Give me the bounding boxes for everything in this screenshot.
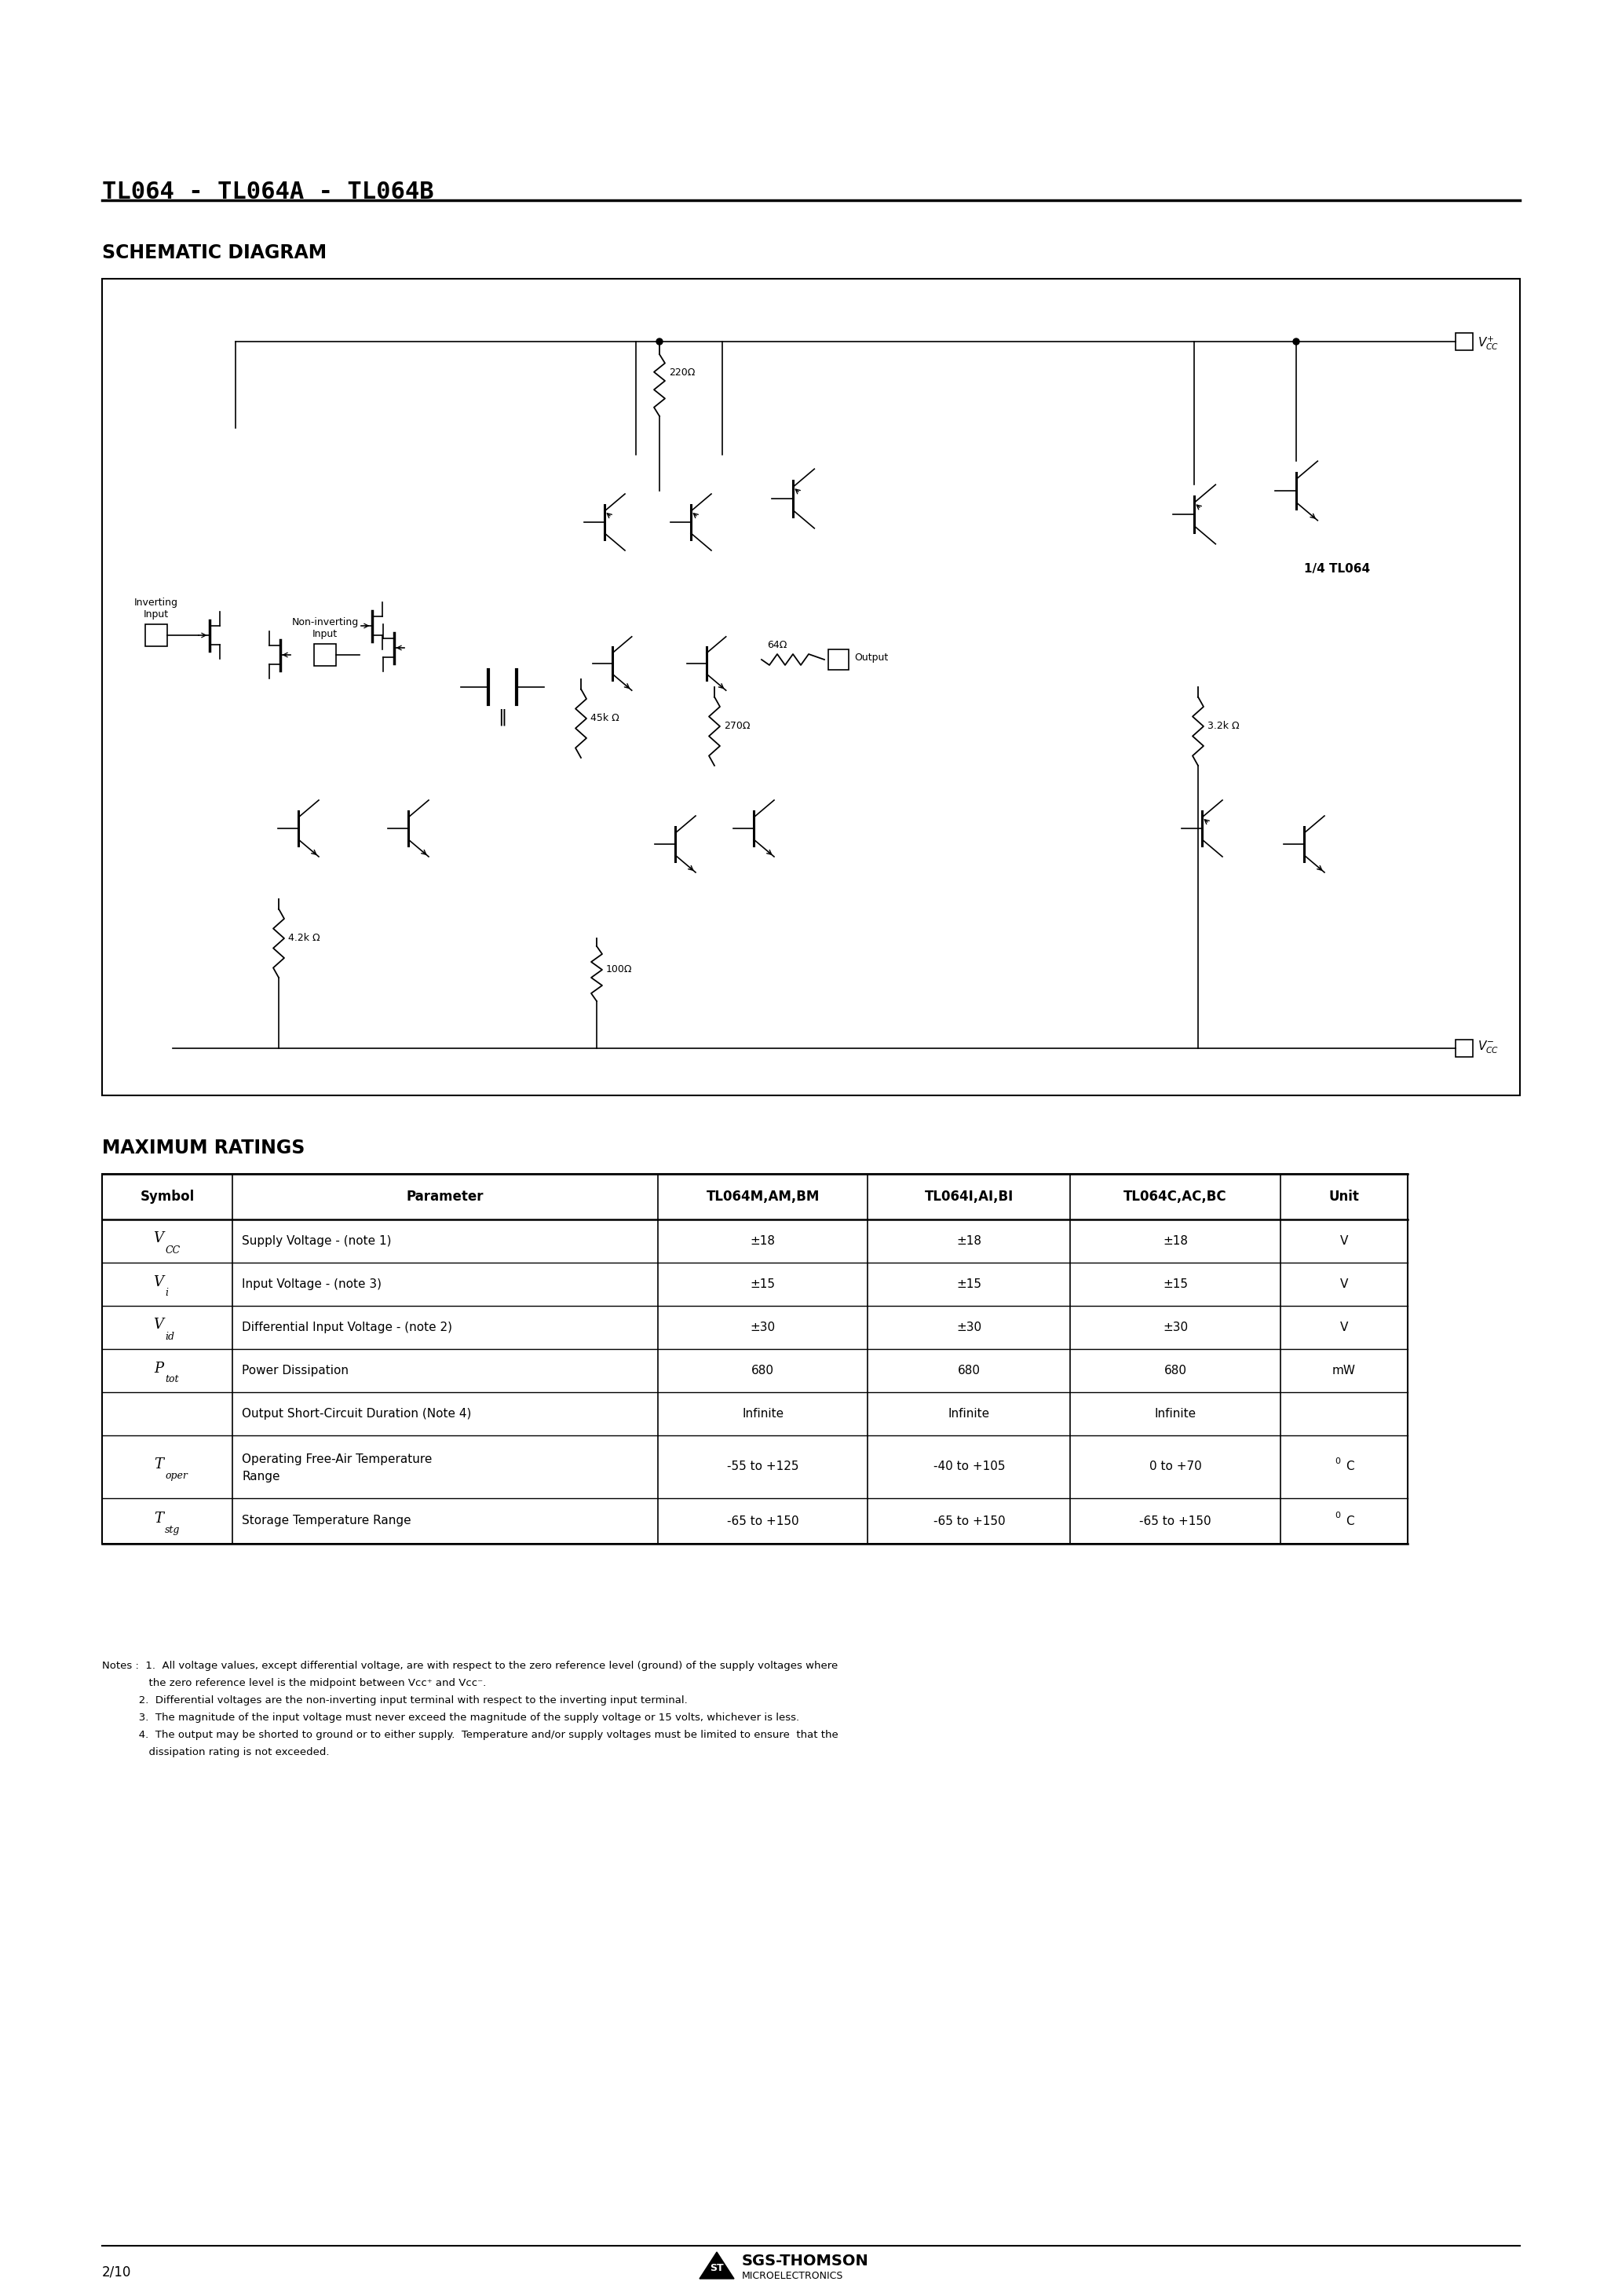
Text: i: i <box>165 1288 169 1297</box>
Text: Inverting
Input: Inverting Input <box>135 597 178 620</box>
Text: the zero reference level is the midpoint between Vcc⁺ and Vcc⁻.: the zero reference level is the midpoint… <box>102 1678 487 1688</box>
Text: -65 to +150: -65 to +150 <box>933 1515 1006 1527</box>
Bar <box>829 650 848 670</box>
Bar <box>146 625 167 645</box>
Text: V: V <box>152 1274 164 1288</box>
Text: 64Ω: 64Ω <box>767 641 787 650</box>
Text: tot: tot <box>165 1375 178 1384</box>
Text: TL064I,AI,BI: TL064I,AI,BI <box>925 1189 1014 1203</box>
Text: ±30: ±30 <box>751 1322 775 1334</box>
Text: MICROELECTRONICS: MICROELECTRONICS <box>741 2271 843 2282</box>
Text: Notes :  1.  All voltage values, except differential voltage, are with respect t: Notes : 1. All voltage values, except di… <box>102 1660 839 1671</box>
Text: 3.2k Ω: 3.2k Ω <box>1207 721 1239 732</box>
Text: ‖: ‖ <box>498 707 506 726</box>
Text: ±18: ±18 <box>957 1235 981 1247</box>
Text: ±30: ±30 <box>957 1322 981 1334</box>
Text: 100Ω: 100Ω <box>607 964 633 976</box>
Bar <box>1455 333 1473 351</box>
Circle shape <box>1293 338 1299 344</box>
Text: $V_{CC}^{-}$: $V_{CC}^{-}$ <box>1478 1040 1499 1056</box>
Text: Parameter: Parameter <box>407 1189 483 1203</box>
Text: 2.  Differential voltages are the non-inverting input terminal with respect to t: 2. Differential voltages are the non-inv… <box>102 1694 688 1706</box>
Bar <box>315 643 336 666</box>
Text: ±30: ±30 <box>1163 1322 1187 1334</box>
Text: 270Ω: 270Ω <box>723 721 749 732</box>
Text: SCHEMATIC DIAGRAM: SCHEMATIC DIAGRAM <box>102 243 326 262</box>
Text: 45k Ω: 45k Ω <box>590 714 620 723</box>
Text: Power Dissipation: Power Dissipation <box>242 1364 349 1378</box>
Text: V: V <box>1340 1279 1348 1290</box>
Text: 3.  The magnitude of the input voltage must never exceed the magnitude of the su: 3. The magnitude of the input voltage mu… <box>102 1713 800 1722</box>
Text: 0 to +70: 0 to +70 <box>1150 1460 1202 1472</box>
Text: mW: mW <box>1332 1364 1356 1378</box>
Text: SGS-THOMSON: SGS-THOMSON <box>741 2255 869 2268</box>
Text: Non-inverting
Input: Non-inverting Input <box>292 618 358 638</box>
Text: 2/10: 2/10 <box>102 2266 131 2280</box>
Text: Infinite: Infinite <box>741 1407 783 1419</box>
Text: V: V <box>152 1318 164 1332</box>
Bar <box>1455 1040 1473 1056</box>
Text: Infinite: Infinite <box>1155 1407 1197 1419</box>
Text: Symbol: Symbol <box>139 1189 195 1203</box>
Text: Infinite: Infinite <box>949 1407 989 1419</box>
Text: ±18: ±18 <box>751 1235 775 1247</box>
Text: ST: ST <box>710 2262 723 2273</box>
Text: Unit: Unit <box>1328 1189 1359 1203</box>
Text: -65 to +150: -65 to +150 <box>1139 1515 1212 1527</box>
Text: 680: 680 <box>957 1364 980 1378</box>
Text: id: id <box>165 1332 174 1341</box>
Text: Operating Free-Air Temperature: Operating Free-Air Temperature <box>242 1453 431 1465</box>
Text: 4.2k Ω: 4.2k Ω <box>289 932 320 944</box>
Text: CC: CC <box>165 1244 180 1256</box>
Text: Input Voltage - (note 3): Input Voltage - (note 3) <box>242 1279 381 1290</box>
Text: C: C <box>1346 1460 1354 1472</box>
Text: oper: oper <box>165 1472 188 1481</box>
Text: Storage Temperature Range: Storage Temperature Range <box>242 1515 412 1527</box>
Text: V: V <box>1340 1322 1348 1334</box>
Text: -65 to +150: -65 to +150 <box>727 1515 798 1527</box>
Text: ±15: ±15 <box>957 1279 981 1290</box>
Text: 0: 0 <box>1335 1458 1341 1465</box>
Text: 1/4 TL064: 1/4 TL064 <box>1304 563 1371 576</box>
Text: V: V <box>152 1231 164 1247</box>
Text: TL064M,AM,BM: TL064M,AM,BM <box>706 1189 819 1203</box>
Text: V: V <box>1340 1235 1348 1247</box>
Text: 4.  The output may be shorted to ground or to either supply.  Temperature and/or: 4. The output may be shorted to ground o… <box>102 1729 839 1740</box>
Text: ±18: ±18 <box>1163 1235 1187 1247</box>
Bar <box>102 1173 1408 1543</box>
Text: 220Ω: 220Ω <box>668 367 696 379</box>
Text: -40 to +105: -40 to +105 <box>933 1460 1006 1472</box>
Text: Output: Output <box>855 652 889 664</box>
Text: ±15: ±15 <box>751 1279 775 1290</box>
Text: T: T <box>154 1458 164 1472</box>
Text: MAXIMUM RATINGS: MAXIMUM RATINGS <box>102 1139 305 1157</box>
Text: Differential Input Voltage - (note 2): Differential Input Voltage - (note 2) <box>242 1322 453 1334</box>
Text: ±15: ±15 <box>1163 1279 1187 1290</box>
Text: $V_{CC}^{+}$: $V_{CC}^{+}$ <box>1478 335 1499 351</box>
Text: Supply Voltage - (note 1): Supply Voltage - (note 1) <box>242 1235 391 1247</box>
Text: 0: 0 <box>1335 1511 1341 1520</box>
Text: T: T <box>154 1511 164 1527</box>
Polygon shape <box>699 2252 735 2278</box>
Text: C: C <box>1346 1515 1354 1527</box>
Text: 680: 680 <box>751 1364 774 1378</box>
Text: P: P <box>154 1362 164 1375</box>
Bar <box>102 278 1520 1095</box>
Text: stg: stg <box>165 1525 180 1536</box>
Text: TL064C,AC,BC: TL064C,AC,BC <box>1124 1189 1228 1203</box>
Text: -55 to +125: -55 to +125 <box>727 1460 798 1472</box>
Text: TL064 - TL064A - TL064B: TL064 - TL064A - TL064B <box>102 181 433 204</box>
Circle shape <box>657 338 663 344</box>
Text: Range: Range <box>242 1469 281 1483</box>
Text: Output Short-Circuit Duration (Note 4): Output Short-Circuit Duration (Note 4) <box>242 1407 472 1419</box>
Text: dissipation rating is not exceeded.: dissipation rating is not exceeded. <box>102 1747 329 1756</box>
Text: 680: 680 <box>1165 1364 1187 1378</box>
